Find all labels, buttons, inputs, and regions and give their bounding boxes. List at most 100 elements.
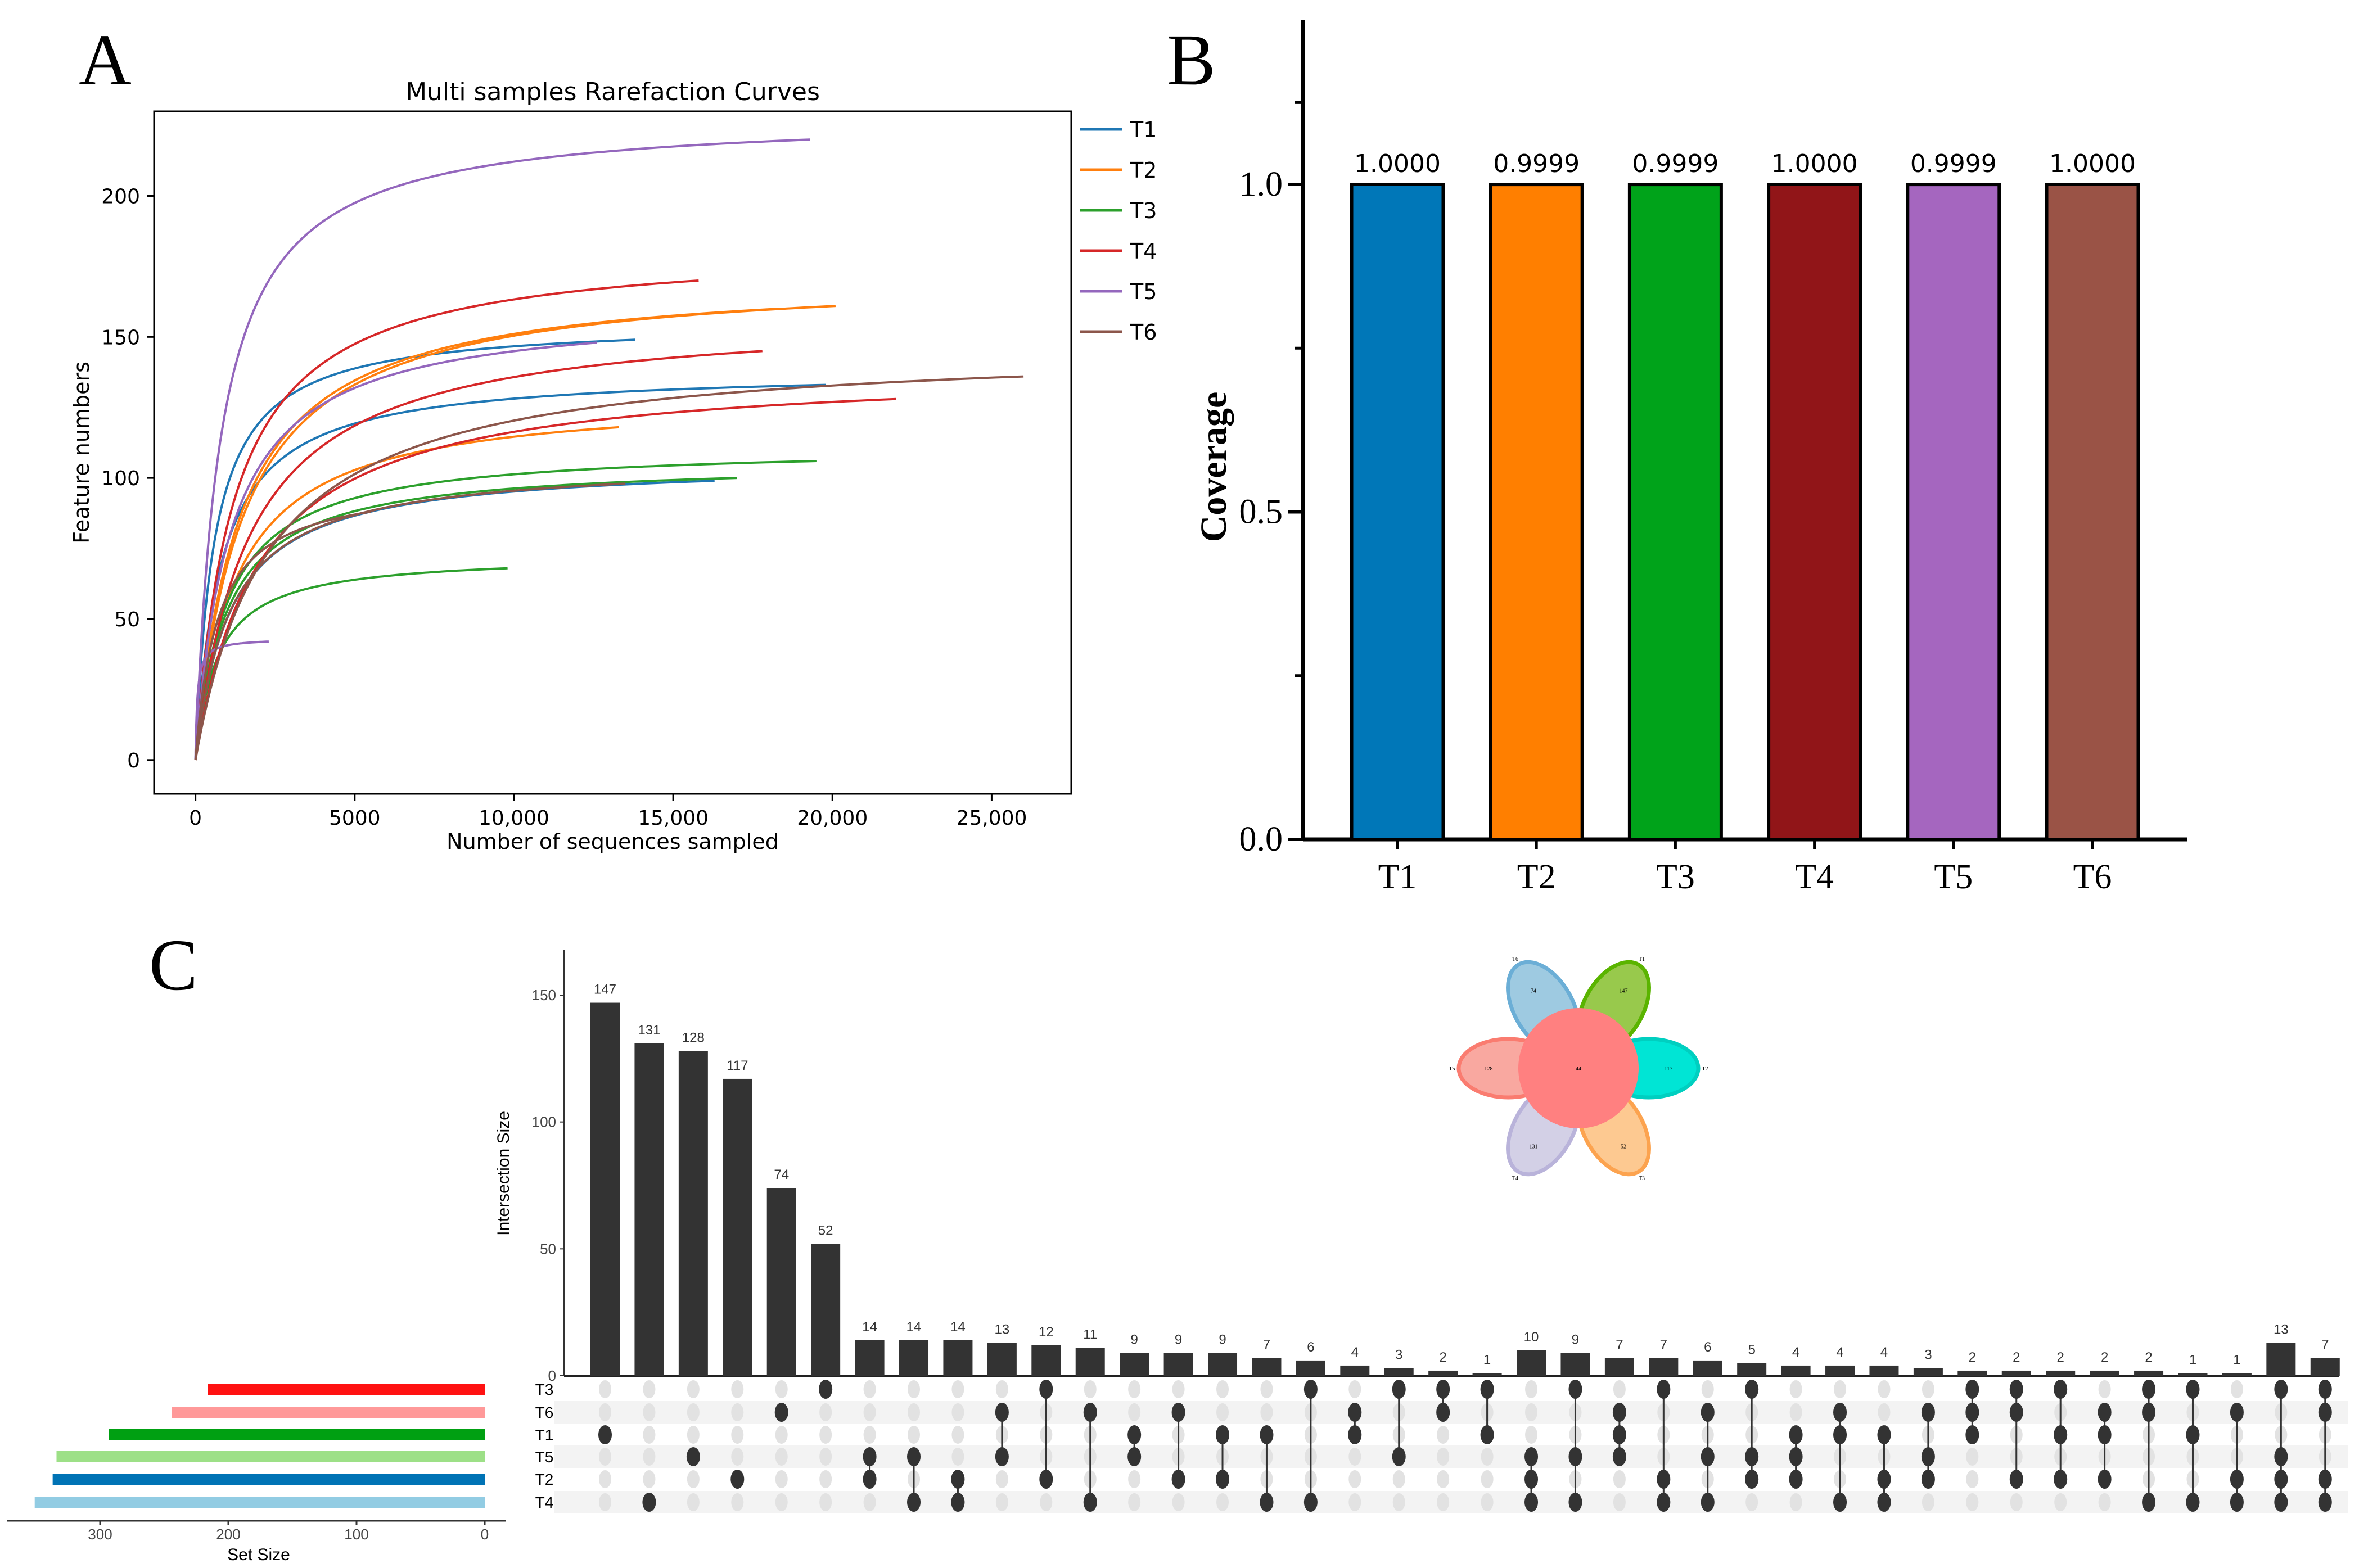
matrix-dot-filled — [1657, 1470, 1671, 1489]
set-label: T4 — [535, 1494, 554, 1511]
intersection-bar — [634, 1043, 664, 1376]
matrix-dot-filled — [1524, 1447, 1539, 1466]
matrix-dot-empty — [1613, 1380, 1626, 1398]
set-size-bar-t3 — [208, 1384, 485, 1395]
y-tick-label: 200 — [101, 185, 140, 208]
rarefaction-curve-t2 — [194, 308, 779, 761]
rarefaction-curve-t5 — [194, 138, 810, 760]
intersection-bar — [1869, 1365, 1899, 1376]
x-tick-label: T1 — [1378, 858, 1417, 896]
matrix-dot-empty — [863, 1426, 876, 1444]
petal-label: T3 — [1639, 1176, 1645, 1182]
y-tick-label: 150 — [532, 987, 556, 1004]
matrix-dot-empty — [863, 1380, 876, 1398]
intersection-bar — [1252, 1358, 1282, 1376]
set-label: T2 — [535, 1471, 554, 1488]
matrix-dot-filled — [1083, 1493, 1097, 1512]
chart-title: Multi samples Rarefaction Curves — [405, 78, 820, 106]
intersection-bar — [2310, 1358, 2340, 1376]
intersection-bar — [1825, 1365, 1855, 1376]
x-tick-label: T2 — [1517, 858, 1556, 896]
intersection-value-label: 1 — [1483, 1352, 1491, 1367]
intersection-bar — [1517, 1350, 1546, 1376]
intersection-value-label: 128 — [682, 1030, 705, 1045]
set-size-bar-t1 — [109, 1429, 485, 1440]
y-tick-label: 0.5 — [1239, 493, 1283, 531]
matrix-dot-filled — [1260, 1425, 1274, 1444]
matrix-dot-filled — [2274, 1380, 2288, 1399]
matrix-dot-empty — [951, 1448, 964, 1466]
matrix-dot-empty — [2098, 1380, 2111, 1398]
matrix-dot-filled — [2098, 1470, 2112, 1489]
matrix-dot-filled — [1833, 1425, 1847, 1444]
matrix-dot-empty — [1084, 1380, 1097, 1398]
matrix-dot-filled — [2230, 1403, 2244, 1422]
rarefaction-curve-t4 — [194, 397, 896, 761]
matrix-dot-filled — [1612, 1425, 1626, 1444]
intersection-value-label: 14 — [906, 1320, 922, 1335]
bar-value-label: 0.9999 — [1632, 150, 1719, 178]
bar-t6 — [2045, 183, 2140, 841]
petal-label: T4 — [1512, 1176, 1518, 1182]
matrix-dot-empty — [1348, 1380, 1361, 1398]
matrix-dot-filled — [642, 1493, 656, 1512]
rarefaction-curve-t5 — [194, 341, 597, 761]
matrix-dot-empty — [819, 1493, 832, 1511]
intersection-value-label: 2 — [2057, 1350, 2064, 1365]
matrix-dot-empty — [1878, 1380, 1891, 1398]
matrix-dot-empty — [775, 1426, 788, 1444]
intersection-value-label: 4 — [1880, 1345, 1888, 1360]
matrix-dot-filled — [1568, 1380, 1582, 1399]
x-tick-label: T3 — [1656, 858, 1695, 896]
petal-label: T1 — [1639, 956, 1645, 963]
intersection-value-label: 2 — [2101, 1350, 2108, 1365]
matrix-dot-empty — [2010, 1493, 2023, 1511]
matrix-dot-filled — [1127, 1425, 1142, 1444]
matrix-dot-filled — [1524, 1493, 1539, 1512]
rarefaction-curve-t5 — [194, 640, 269, 760]
intersection-bar — [2266, 1343, 2296, 1376]
matrix-dot-empty — [1437, 1426, 1450, 1444]
rarefaction-curve-t1 — [194, 383, 826, 760]
rarefaction-curve-t6 — [194, 510, 371, 760]
matrix-dot-empty — [643, 1426, 656, 1444]
intersection-bar — [899, 1340, 929, 1376]
matrix-dot-empty — [1348, 1493, 1361, 1511]
matrix-dot-empty — [731, 1448, 744, 1466]
matrix-dot-filled — [907, 1447, 921, 1466]
intersection-value-label: 1 — [2233, 1352, 2240, 1367]
matrix-dot-filled — [819, 1380, 833, 1399]
bar-t1 — [1350, 183, 1445, 841]
intersection-bar — [1472, 1373, 1502, 1376]
matrix-dot-empty — [1216, 1493, 1229, 1511]
matrix-dot-empty — [908, 1380, 921, 1398]
intersection-value-label: 13 — [995, 1322, 1010, 1337]
matrix-dot-empty — [819, 1403, 832, 1421]
intersection-bar — [1384, 1368, 1414, 1376]
rarefaction-curve-t4 — [194, 350, 763, 761]
intersection-value-label: 2 — [2145, 1350, 2152, 1365]
x-tick-label: 5000 — [329, 807, 381, 830]
intersection-bar — [1604, 1358, 1634, 1376]
matrix-dot-filled — [1657, 1380, 1671, 1399]
matrix-dot-empty — [1260, 1403, 1273, 1421]
matrix-dot-empty — [687, 1380, 700, 1398]
matrix-dot-empty — [1525, 1426, 1538, 1444]
rarefaction-curve-t3 — [194, 477, 737, 761]
matrix-dot-empty — [951, 1380, 964, 1398]
intersection-value-label: 117 — [727, 1058, 748, 1073]
matrix-dot-filled — [1392, 1447, 1406, 1466]
matrix-dot-filled — [1833, 1403, 1847, 1422]
matrix-dot-empty — [643, 1380, 656, 1398]
matrix-dot-filled — [1877, 1470, 1891, 1489]
matrix-dot-empty — [687, 1493, 700, 1511]
intersection-bar — [2222, 1373, 2252, 1376]
matrix-dot-filled — [1260, 1493, 1274, 1512]
matrix-dot-filled — [863, 1470, 877, 1489]
matrix-dot-filled — [2318, 1403, 2332, 1422]
intersection-value-label: 4 — [1351, 1345, 1359, 1360]
intersection-bar — [1781, 1365, 1811, 1376]
matrix-dot-filled — [1612, 1447, 1626, 1466]
matrix-dot-empty — [863, 1403, 876, 1421]
